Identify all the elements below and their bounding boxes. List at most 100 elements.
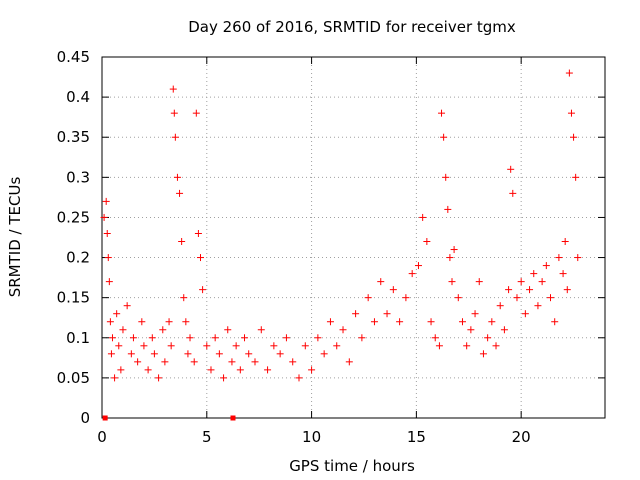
data-point xyxy=(176,189,184,197)
data-point xyxy=(251,358,259,366)
data-point xyxy=(530,270,538,278)
data-point xyxy=(108,334,116,342)
data-point xyxy=(440,133,448,141)
data-point xyxy=(414,262,422,270)
data-point xyxy=(563,286,571,294)
data-point xyxy=(389,286,397,294)
data-point xyxy=(190,358,198,366)
data-point xyxy=(521,310,529,318)
data-point xyxy=(119,326,127,334)
data-point xyxy=(427,318,435,326)
data-points xyxy=(100,69,582,421)
data-point xyxy=(463,342,471,350)
data-point xyxy=(444,205,452,213)
data-point xyxy=(488,318,496,326)
data-point xyxy=(496,302,504,310)
x-tick-label: 0 xyxy=(97,428,107,446)
data-point xyxy=(517,278,525,286)
data-point xyxy=(178,238,186,246)
data-point xyxy=(484,334,492,342)
y-tick-label: 0.25 xyxy=(57,208,90,226)
x-tick-label: 5 xyxy=(202,428,212,446)
data-point xyxy=(111,374,119,382)
data-point xyxy=(358,334,366,342)
plot-frame xyxy=(101,56,606,419)
data-point xyxy=(458,318,466,326)
data-point xyxy=(559,270,567,278)
baseline-marker xyxy=(230,415,236,421)
data-point xyxy=(199,286,207,294)
data-point xyxy=(383,310,391,318)
data-point xyxy=(180,294,188,302)
data-point xyxy=(320,350,328,358)
data-point xyxy=(228,358,236,366)
data-point xyxy=(396,318,404,326)
data-point xyxy=(105,278,113,286)
data-point xyxy=(454,294,462,302)
data-point xyxy=(211,334,219,342)
data-point xyxy=(333,342,341,350)
data-point xyxy=(123,302,131,310)
data-point xyxy=(352,310,360,318)
data-point xyxy=(264,366,272,374)
data-point xyxy=(339,326,347,334)
data-point xyxy=(402,294,410,302)
y-axis-ticks: 0 0.05 0.1 0.15 0.2 0.25 0.3 0.35 0.4 0.45 xyxy=(57,48,605,427)
data-point xyxy=(100,213,108,221)
y-tick-label: 0.3 xyxy=(66,168,90,186)
data-point xyxy=(547,294,555,302)
data-point xyxy=(107,350,115,358)
data-point xyxy=(364,294,372,302)
data-point xyxy=(106,318,114,326)
data-point xyxy=(500,326,508,334)
data-point xyxy=(115,342,123,350)
y-tick-label: 0.05 xyxy=(57,369,90,387)
data-point xyxy=(509,189,517,197)
data-point xyxy=(431,334,439,342)
data-point xyxy=(134,358,142,366)
data-point xyxy=(224,326,232,334)
data-point xyxy=(167,342,175,350)
data-point xyxy=(419,213,427,221)
data-point xyxy=(555,254,563,262)
data-point xyxy=(203,342,211,350)
data-point xyxy=(150,350,158,358)
y-tick-label: 0.4 xyxy=(66,88,90,106)
y-axis-label: SRMTID / TECUs xyxy=(6,177,24,298)
x-tick-label: 20 xyxy=(512,428,531,446)
data-point xyxy=(492,342,500,350)
data-point xyxy=(148,334,156,342)
data-point xyxy=(127,350,135,358)
data-point xyxy=(574,254,582,262)
data-point xyxy=(301,342,309,350)
data-point xyxy=(159,326,167,334)
data-point xyxy=(435,342,443,350)
data-point xyxy=(171,133,179,141)
data-point xyxy=(245,350,253,358)
data-point xyxy=(308,366,316,374)
data-point xyxy=(104,254,112,262)
x-tick-label: 10 xyxy=(302,428,321,446)
data-point xyxy=(326,318,334,326)
data-point xyxy=(570,133,578,141)
data-point xyxy=(197,254,205,262)
data-point xyxy=(161,358,169,366)
data-point xyxy=(438,109,446,117)
data-point xyxy=(370,318,378,326)
data-point xyxy=(140,342,148,350)
data-point xyxy=(144,366,152,374)
data-point xyxy=(113,310,121,318)
data-point xyxy=(513,294,521,302)
baseline-marker xyxy=(102,415,108,421)
data-point xyxy=(194,229,202,237)
data-point xyxy=(572,173,580,181)
data-point xyxy=(270,342,278,350)
y-tick-label: 0.1 xyxy=(66,329,90,347)
data-point xyxy=(215,350,223,358)
data-point xyxy=(257,326,265,334)
y-tick-label: 0.15 xyxy=(57,289,90,307)
data-point xyxy=(471,310,479,318)
data-point xyxy=(551,318,559,326)
data-point xyxy=(182,318,190,326)
data-point xyxy=(232,342,240,350)
